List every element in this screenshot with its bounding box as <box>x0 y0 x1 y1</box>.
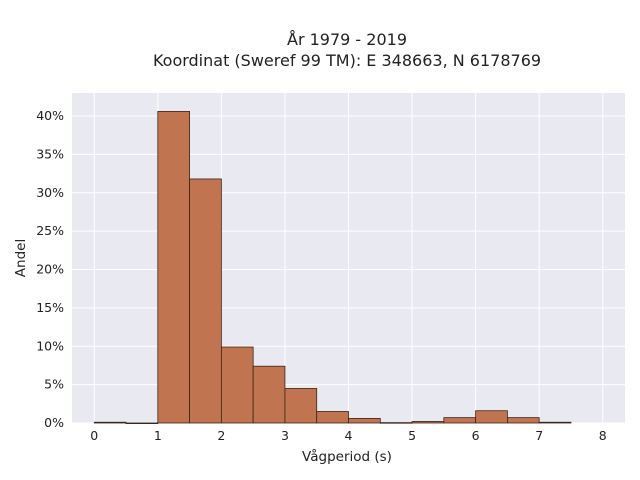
y-tick-label: 10% <box>36 338 64 353</box>
histogram-bar <box>507 417 540 424</box>
x-tick-label: 5 <box>408 428 416 443</box>
x-tick-label: 3 <box>281 428 289 443</box>
y-axis-ticks: 0% 5% 10% 15% 20% 25% 30% 35% 40% <box>36 108 64 430</box>
y-axis-label: Andel <box>13 239 29 277</box>
histogram-bar <box>284 388 318 424</box>
histogram-bar <box>220 346 254 424</box>
y-tick-label: 25% <box>36 223 64 238</box>
histogram-bars <box>93 111 572 425</box>
histogram-bar <box>157 111 190 424</box>
x-tick-label: 2 <box>217 428 225 443</box>
histogram-bar <box>93 421 127 424</box>
histogram-bar <box>411 421 445 424</box>
x-tick-label: 7 <box>535 428 543 443</box>
histogram-bar <box>379 422 413 424</box>
y-tick-label: 30% <box>36 185 64 200</box>
histogram-bar <box>125 422 159 425</box>
y-tick-label: 5% <box>44 377 64 392</box>
chart-title: År 1979 - 2019 <box>287 30 407 49</box>
x-tick-label: 8 <box>599 428 607 443</box>
histogram-bar <box>443 417 477 424</box>
histogram-bar <box>475 410 508 424</box>
y-tick-label: 35% <box>36 146 64 161</box>
x-tick-label: 6 <box>472 428 480 443</box>
x-axis-label: Vågperiod (s) <box>302 448 392 465</box>
x-tick-label: 1 <box>154 428 162 443</box>
x-tick-label: 4 <box>345 428 353 443</box>
x-tick-label: 0 <box>90 428 98 443</box>
histogram-bar <box>189 178 222 424</box>
histogram-bar <box>252 365 286 424</box>
y-tick-label: 40% <box>36 108 64 123</box>
y-tick-label: 0% <box>44 415 64 430</box>
chart-subtitle: Koordinat (Sweref 99 TM): E 348663, N 61… <box>153 51 541 70</box>
histogram-bar <box>348 417 381 424</box>
histogram-bar <box>538 421 572 424</box>
y-tick-label: 20% <box>36 262 64 277</box>
x-axis-ticks: 0 1 2 3 4 5 6 7 8 <box>90 428 607 443</box>
y-tick-label: 15% <box>36 300 64 315</box>
histogram-bar <box>316 411 349 424</box>
